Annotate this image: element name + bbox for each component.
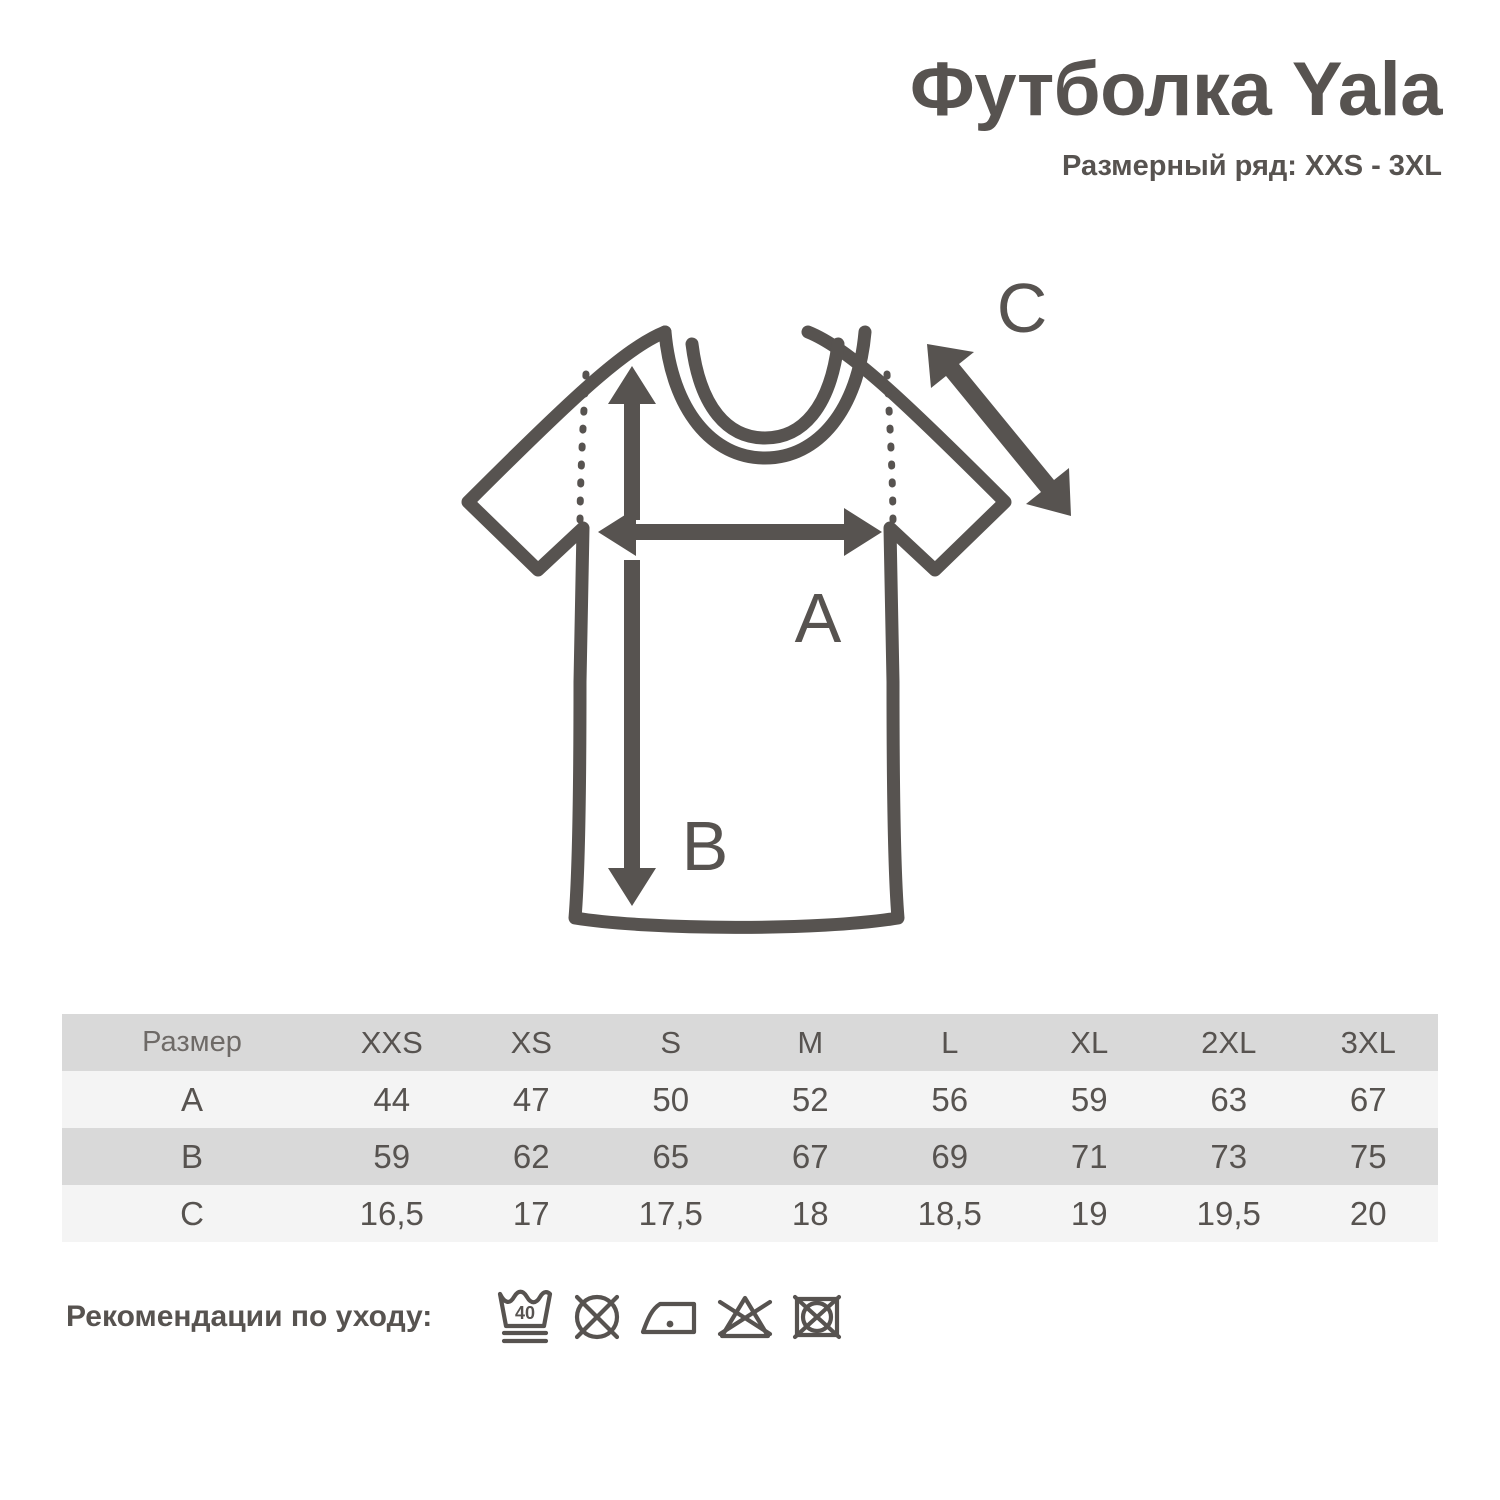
table-row: B 59 62 65 67 69 71 73 75	[62, 1128, 1438, 1185]
table-row: C 16,5 17 17,5 18 18,5 19 19,5 20	[62, 1185, 1438, 1242]
cell-b-xl: 71	[1070, 1137, 1108, 1175]
measurement-label-a: A	[795, 579, 842, 657]
table-header-s: S	[660, 1024, 682, 1060]
do-not-bleach-circle-icon	[575, 1294, 620, 1340]
cell-a-3xl: 67	[1349, 1080, 1387, 1118]
cell-a-xs: 47	[512, 1080, 550, 1118]
cell-c-3xl: 20	[1349, 1194, 1387, 1232]
page-subtitle: Размерный ряд: XXS - 3XL	[1062, 150, 1442, 182]
table-header-l: L	[941, 1024, 959, 1060]
row-label-b: B	[180, 1137, 203, 1175]
cell-a-xl: 59	[1070, 1080, 1108, 1118]
measurement-arrow-c	[927, 344, 1071, 516]
table-header-2xl: 2XL	[1201, 1024, 1257, 1060]
table-header-size-label: Размер	[142, 1026, 242, 1058]
care-instructions-label: Рекомендации по уходу:	[66, 1300, 433, 1333]
care-icon-group: 40	[494, 1288, 846, 1346]
cell-a-s: 50	[652, 1080, 690, 1118]
wash-40-icon: 40	[498, 1289, 553, 1344]
cell-b-l: 69	[931, 1137, 969, 1175]
measurement-label-b: B	[682, 807, 729, 885]
table-header-row: Размер XXS XS S M L XL 2XL 3XL	[62, 1014, 1438, 1071]
cell-a-xxs: 44	[373, 1080, 411, 1118]
row-label-c: C	[180, 1194, 204, 1232]
cell-c-m: 18	[791, 1194, 829, 1232]
size-table: Размер XXS XS S M L XL 2XL 3XL A 44 47 5…	[62, 1014, 1438, 1242]
cell-c-xs: 17	[512, 1194, 550, 1232]
table-header-xxs: XXS	[360, 1024, 423, 1060]
table-row: A 44 47 50 52 56 59 63 67	[62, 1071, 1438, 1128]
cell-c-l: 18,5	[917, 1194, 982, 1232]
cell-c-xxs: 16,5	[359, 1194, 424, 1232]
row-label-a: A	[180, 1080, 203, 1118]
cell-a-l: 56	[931, 1080, 969, 1118]
measurement-arrow-b	[608, 366, 656, 906]
cell-c-2xl: 19,5	[1196, 1194, 1261, 1232]
header: Футболка Yala Размерный ряд: XXS - 3XL	[909, 47, 1443, 183]
cell-b-m: 67	[791, 1137, 829, 1175]
tshirt-measurement-diagram: A B C	[420, 270, 1120, 960]
cell-b-xxs: 59	[373, 1137, 411, 1175]
care-instructions: Рекомендации по уходу: 40	[66, 1288, 846, 1346]
cell-a-2xl: 63	[1210, 1080, 1248, 1118]
cell-b-xs: 62	[512, 1137, 550, 1175]
table-header-xs: XS	[510, 1024, 552, 1060]
cell-b-3xl: 75	[1349, 1137, 1387, 1175]
cell-c-s: 17,5	[638, 1194, 703, 1232]
do-not-tumble-dry-icon	[793, 1294, 842, 1340]
do-not-dry-clean-triangle-icon	[718, 1295, 773, 1339]
wash-temperature-label: 40	[515, 1303, 535, 1323]
table-header-m: M	[797, 1024, 824, 1060]
measurement-label-c: C	[997, 270, 1048, 347]
table-header-xl: XL	[1070, 1024, 1109, 1060]
cell-b-2xl: 73	[1210, 1137, 1248, 1175]
page-title: Футболка Yala	[909, 47, 1443, 132]
measurement-arrow-a	[598, 508, 882, 556]
iron-low-one-dot-icon	[641, 1301, 697, 1335]
cell-c-xl: 19	[1070, 1194, 1108, 1232]
cell-b-s: 65	[652, 1137, 690, 1175]
cell-a-m: 52	[791, 1080, 829, 1118]
table-header-3xl: 3XL	[1340, 1024, 1396, 1060]
